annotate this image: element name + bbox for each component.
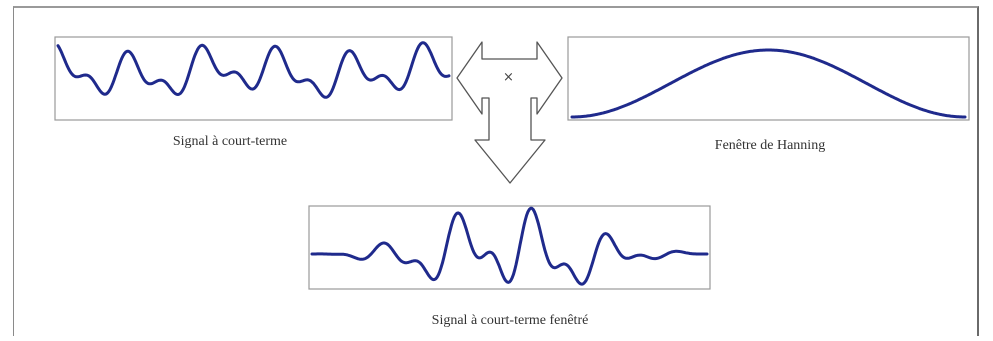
- figure-frame: [13, 6, 979, 336]
- combine-arrow-icon: [456, 41, 563, 184]
- window-caption: Fenêtre de Hanning: [714, 138, 826, 153]
- windowed-panel: [308, 205, 711, 290]
- multiply-icon: ×: [503, 70, 514, 85]
- hanning-window-curve: [570, 48, 967, 119]
- windowed-caption: Signal à court-terme fenêtré: [431, 313, 589, 328]
- window-panel: [567, 36, 970, 121]
- windowed-signal-curve: [310, 206, 709, 286]
- signal-caption: Signal à court-terme: [172, 134, 288, 149]
- signal-curve: [56, 41, 451, 99]
